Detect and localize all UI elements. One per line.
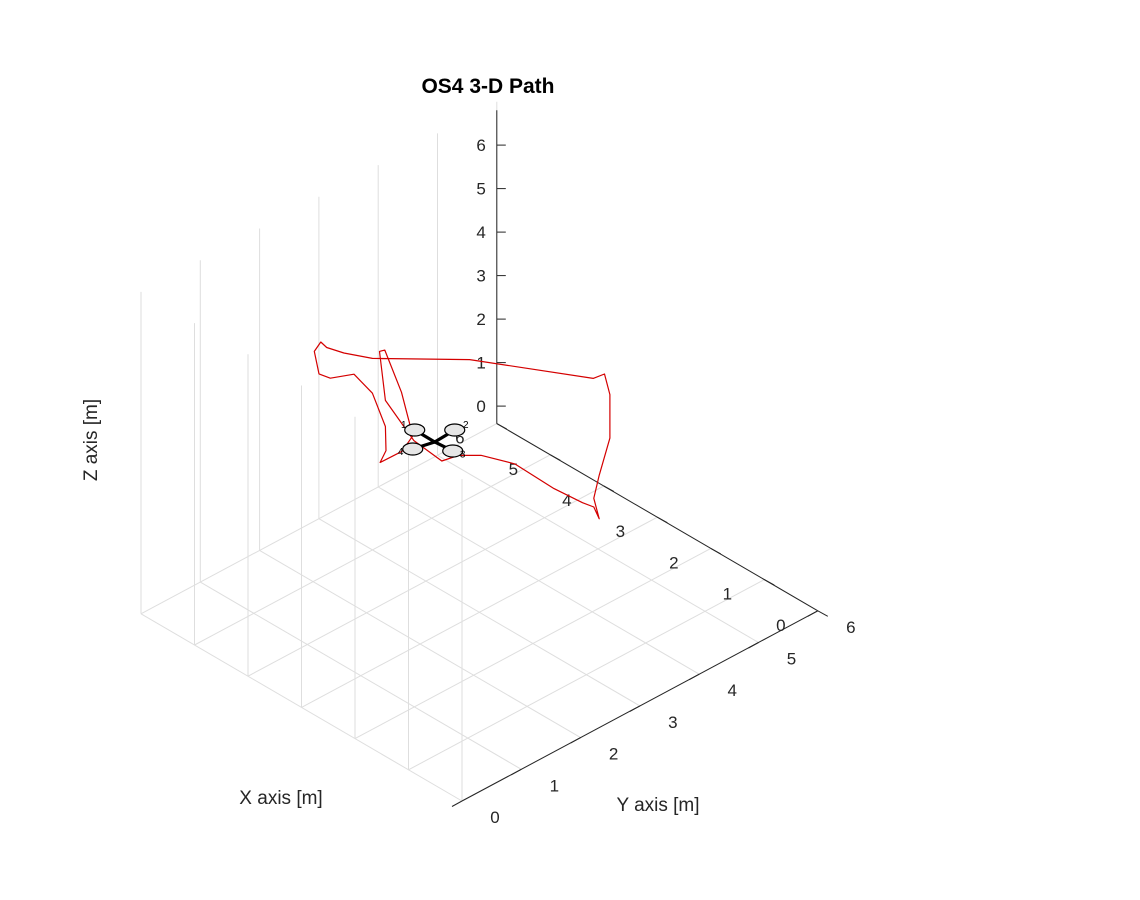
floor-grid-line-y [318,518,641,707]
z-tick-label: 1 [476,354,485,373]
rotor-disc [404,423,426,437]
rotor-label: 1 [401,420,407,431]
x-tick-label: 6 [455,429,464,448]
chart-title: OS4 3-D Path [421,75,554,98]
z-tick-label: 5 [476,180,485,199]
flight-path [313,341,611,520]
x-tick-label: 3 [616,522,625,541]
z-tick-label: 2 [476,310,485,329]
y-tick-label: 2 [609,745,618,764]
z-tick-label: 4 [476,223,485,242]
z-tick-label: 0 [476,397,485,416]
axes [451,110,829,807]
x-tick-mark [764,579,775,586]
y-tick-label: 0 [490,808,499,827]
x-tick-mark [710,547,722,555]
y-axis-label: Y axis [m] [616,795,699,816]
x-tick-mark [657,516,668,524]
y-tick-mark [807,610,819,617]
y-tick-mark [629,705,641,712]
rotor-disc [442,444,464,458]
y-tick-label: 3 [668,713,677,732]
x-tick-label: 5 [509,460,518,479]
quadrotor-icon: 1 2 3 4 [398,420,469,460]
y-tick-label: 6 [846,618,855,637]
x-tick-label: 2 [669,553,678,572]
floor-grid-line-y [200,581,522,770]
y-tick-mark [688,673,700,681]
x-axis-label: X axis [m] [239,788,322,809]
y-tick-mark [570,737,581,744]
y-tick-mark [748,642,759,649]
y-tick-mark [511,768,522,776]
x-tick-mark [496,423,508,430]
z-axis-label: Z axis [m] [81,399,102,481]
z-tick-label: 6 [476,136,485,155]
rotor-label: 2 [463,420,469,431]
y-tick-label: 4 [727,681,736,700]
x-tick-mark [603,485,615,492]
y-tick-label: 5 [787,650,796,669]
z-tick-label: 3 [476,267,485,286]
floor-grid-line-y [377,486,700,675]
rotor-disc [444,423,466,437]
rotor-label: 3 [460,450,466,461]
rotor-disc [402,442,424,456]
x-tick-label: 1 [723,585,732,604]
grid-lines [140,101,819,802]
path-series-line [313,341,611,520]
y-tick-mark [451,800,463,807]
x-tick-mark [817,610,829,617]
floor-grid-line-y [259,549,581,739]
x-tick-label: 4 [562,491,571,510]
rotor-label: 4 [398,447,404,458]
y-tick-label: 1 [550,776,559,795]
x-tick-mark [550,454,561,461]
x-tick-label: 0 [776,616,785,635]
floor-grid-line-y [437,454,759,643]
